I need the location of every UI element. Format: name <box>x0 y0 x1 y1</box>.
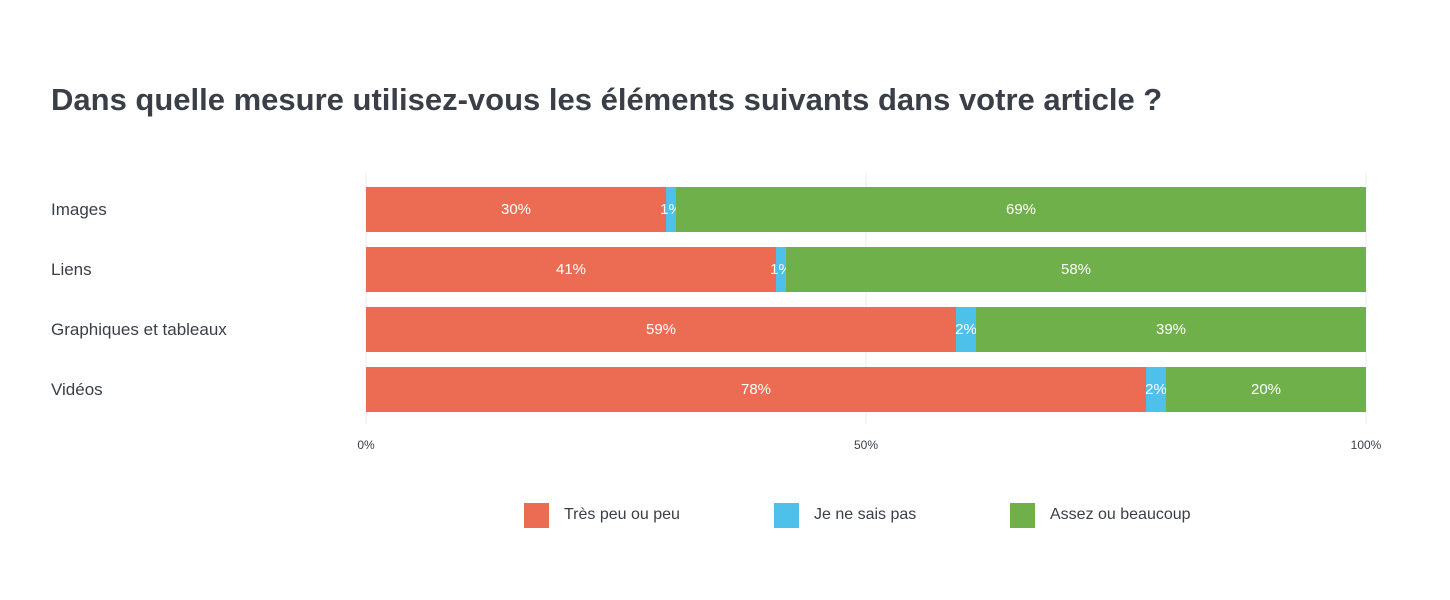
bar-value-label: 59% <box>646 321 676 338</box>
bar-segment-tres-peu-ou-peu <box>366 307 956 352</box>
bar-segment-assez-ou-beaucoup <box>1166 367 1366 412</box>
bar-segment-tres-peu-ou-peu <box>366 187 666 232</box>
bar-value-label: 30% <box>501 201 531 218</box>
chart-title: Dans quelle mesure utilisez-vous les élé… <box>51 82 1163 117</box>
legend-item-tres-peu: Très peu ou peu <box>524 502 680 528</box>
legend-swatch-ne-sais-pas <box>774 502 799 528</box>
bar-segment-assez-ou-beaucoup <box>676 187 1366 232</box>
category-label: Vidéos <box>51 380 103 399</box>
bar-value-label: 69% <box>1006 201 1036 218</box>
category-label: Graphiques et tableaux <box>51 320 227 339</box>
bar-segment-tres-peu-ou-peu <box>366 247 776 292</box>
bar-chart: 0% 50% 100%Images 30% 1% 69%Liens 41% 1% 58%Grap… <box>51 172 1382 452</box>
bar-value-label: 39% <box>1156 321 1186 338</box>
bar-segment-je-ne-sais-pas <box>776 247 786 292</box>
bar-value-label: 78% <box>741 381 771 398</box>
bar-value-label: 41% <box>556 261 586 278</box>
bar-segment-assez-ou-beaucoup <box>976 307 1366 352</box>
x-tick-label: 100% <box>1351 438 1382 452</box>
x-tick-label: 50% <box>854 438 878 452</box>
legend-item-ne-sais-pas: Je ne sais pas <box>774 502 916 528</box>
bar-segment-tres-peu-ou-peu <box>366 367 1146 412</box>
x-tick-label: 0% <box>357 438 375 452</box>
legend-label-ne-sais-pas: Je ne sais pas <box>814 506 917 523</box>
bar-segment-je-ne-sais-pas <box>666 187 676 232</box>
legend-label-tres-peu: Très peu ou peu <box>564 506 680 523</box>
bar-value-label: 58% <box>1061 261 1091 278</box>
legend-swatch-assez-beaucoup <box>1010 502 1035 528</box>
bar-segment-je-ne-sais-pas <box>956 307 976 352</box>
bar-value-label: 2% <box>955 321 977 338</box>
legend-item-assez-beaucoup: Assez ou beaucoup <box>1010 502 1191 528</box>
bar-segment-je-ne-sais-pas <box>1146 367 1166 412</box>
bar-value-label: 20% <box>1251 381 1281 398</box>
category-label: Images <box>51 200 107 219</box>
legend-label-assez-beaucoup: Assez ou beaucoup <box>1050 506 1191 523</box>
bar-segment-assez-ou-beaucoup <box>786 247 1366 292</box>
category-label: Liens <box>51 260 92 279</box>
legend-swatch-tres-peu <box>524 502 549 528</box>
chart-legend: Très peu ou peu Je ne sais pas Assez ou … <box>0 502 1450 530</box>
bar-value-label: 2% <box>1145 381 1167 398</box>
